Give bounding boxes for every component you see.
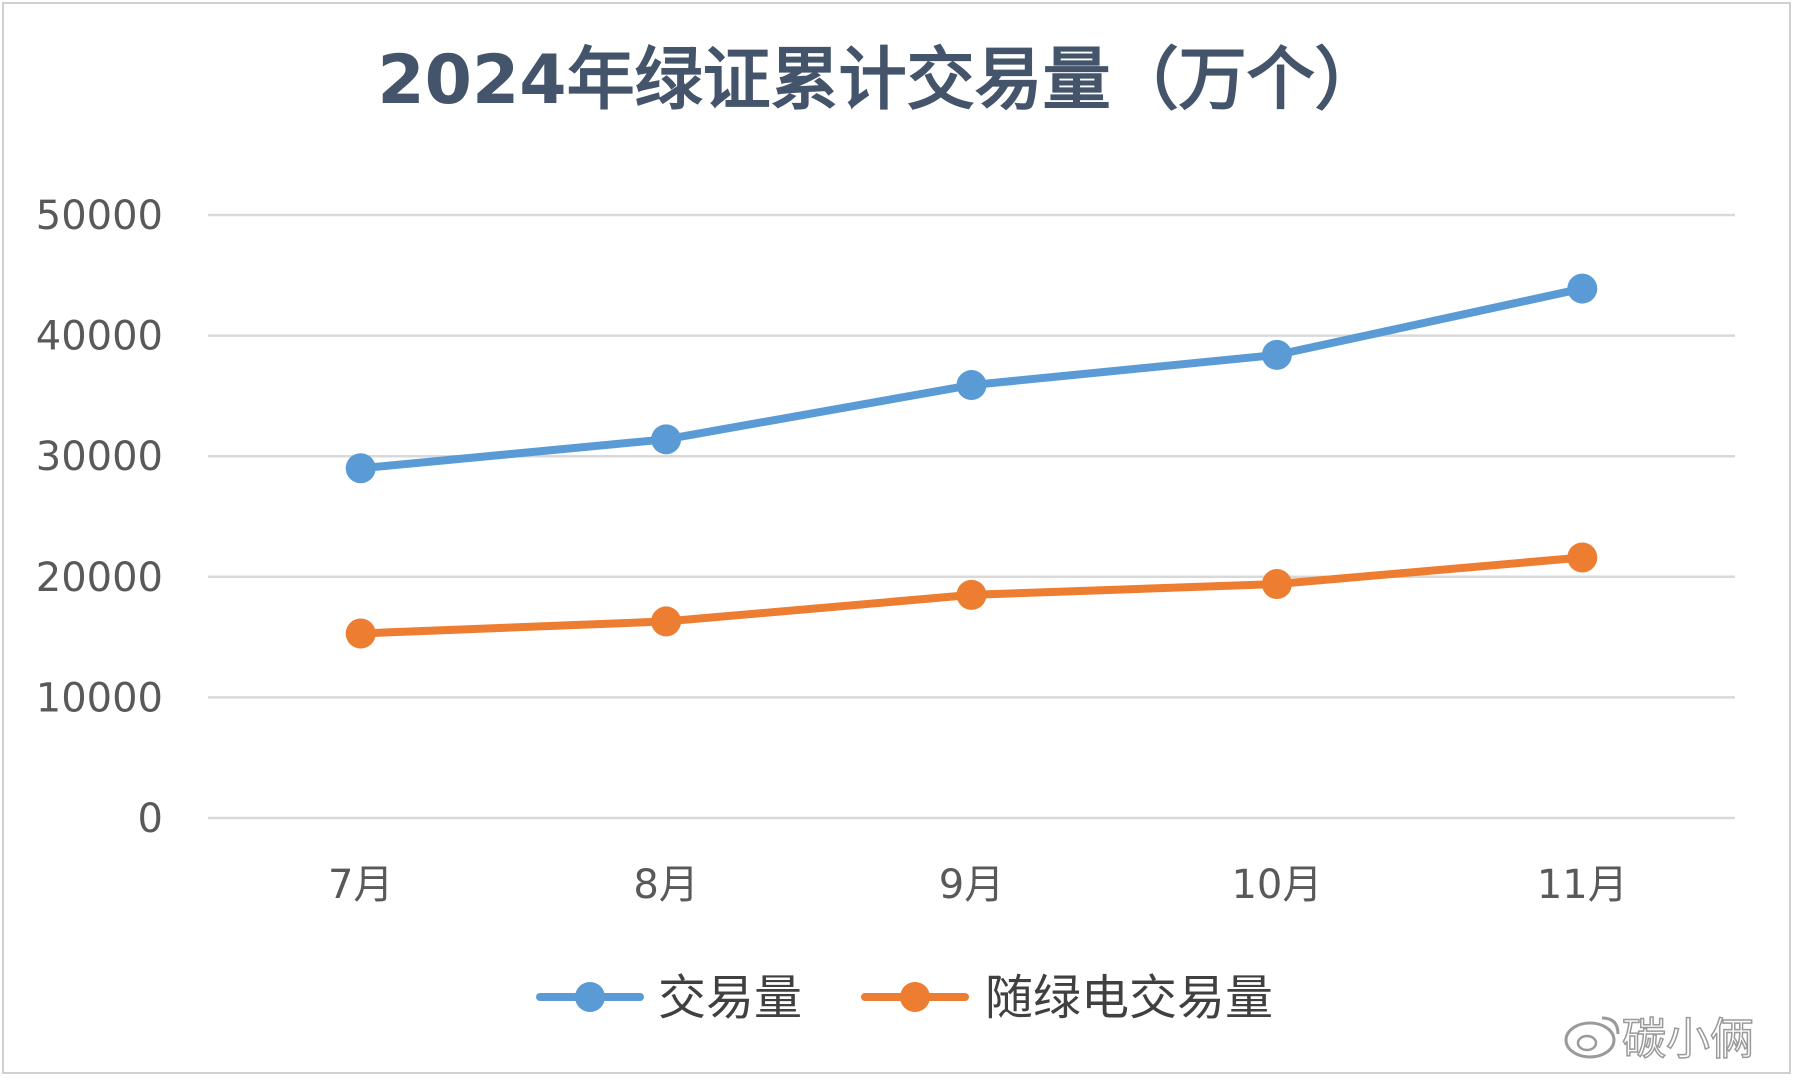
data-point xyxy=(345,453,376,484)
watermark: 碳小俩 xyxy=(1564,1013,1755,1066)
x-axis-tick-labels: 7月 8月 9月 10月 11月 xyxy=(328,862,1628,908)
y-tick-label: 30000 xyxy=(36,434,163,480)
data-point xyxy=(1261,569,1292,600)
data-point xyxy=(1567,273,1598,304)
data-point xyxy=(651,606,682,637)
legend-swatch-marker xyxy=(900,982,930,1012)
x-tick-label: 7月 xyxy=(328,862,393,908)
x-tick-label: 9月 xyxy=(939,862,1004,908)
y-tick-label: 10000 xyxy=(36,675,163,721)
legend-label: 交易量 xyxy=(658,970,802,1026)
data-point xyxy=(651,424,682,455)
data-point xyxy=(956,579,987,610)
y-tick-label: 50000 xyxy=(36,193,163,239)
y-tick-label: 40000 xyxy=(36,314,163,360)
series-layer xyxy=(345,273,1598,649)
weibo-logo-icon xyxy=(1564,1016,1620,1059)
series-1 xyxy=(345,542,1598,649)
gridlines xyxy=(208,213,1735,820)
legend: 交易量 随绿电交易量 xyxy=(536,970,1273,1026)
legend-item-0: 交易量 xyxy=(536,970,802,1026)
legend-label: 随绿电交易量 xyxy=(985,970,1273,1026)
data-point xyxy=(956,370,987,401)
legend-swatch-marker xyxy=(575,982,605,1012)
y-axis-tick-labels: 0 10000 20000 30000 40000 50000 xyxy=(36,193,163,842)
x-tick-label: 11月 xyxy=(1537,862,1628,908)
series-0 xyxy=(345,273,1598,484)
y-tick-label: 0 xyxy=(138,796,163,842)
data-point xyxy=(1567,542,1598,573)
data-point xyxy=(1261,339,1292,370)
y-tick-label: 20000 xyxy=(36,555,163,601)
x-tick-label: 8月 xyxy=(633,862,698,908)
chart-title: 2024年绿证累计交易量（万个） xyxy=(377,41,1382,120)
legend-item-1: 随绿电交易量 xyxy=(861,970,1273,1026)
x-tick-label: 10月 xyxy=(1231,862,1322,908)
watermark-text: 碳小俩 xyxy=(1622,1014,1754,1065)
data-point xyxy=(345,618,376,649)
